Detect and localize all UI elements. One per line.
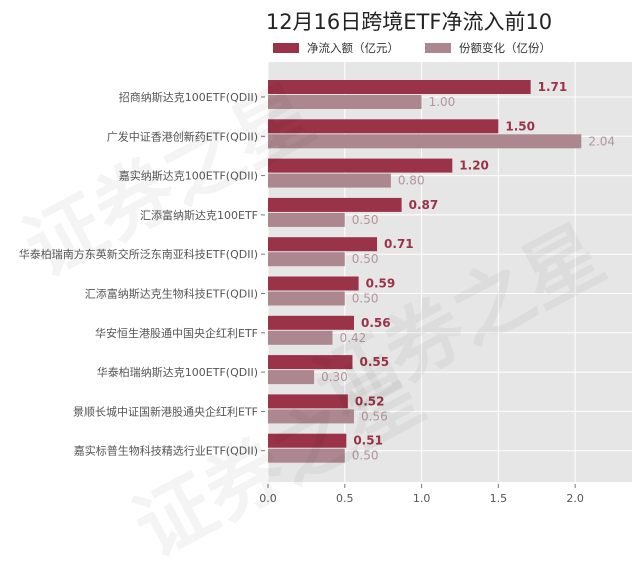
data-label: 0.87 xyxy=(409,198,439,212)
bar-share-change xyxy=(268,95,422,109)
x-tick-label: 1.5 xyxy=(490,492,508,505)
legend: 净流入额（亿元） 份额变化（亿份） xyxy=(273,41,551,55)
bar-net-inflow xyxy=(268,158,453,173)
data-label: 0.71 xyxy=(384,237,414,251)
bar-net-inflow xyxy=(268,119,499,134)
data-label: 0.50 xyxy=(352,449,379,463)
bar-net-inflow xyxy=(268,80,531,94)
x-tick-label: 2.0 xyxy=(566,492,584,505)
bar-net-inflow xyxy=(268,315,355,330)
chart-title: 12月16日跨境ETF净流入前10 xyxy=(266,10,552,34)
category-label: 广发中证香港创新药ETF(QDII) xyxy=(107,129,258,143)
bar-share-change xyxy=(268,173,391,188)
data-label: 1.20 xyxy=(459,159,489,173)
x-tick-label: 1.0 xyxy=(413,492,431,505)
category-label: 华泰柏瑞南方东英新交所泛东南亚科技ETF(QDII) xyxy=(19,247,258,261)
x-axis-ticks: 0.0 0.5 1.0 1.5 2.0 xyxy=(259,484,584,505)
category-label: 嘉实纳斯达克100ETF(QDII) xyxy=(119,169,258,183)
bar-net-inflow xyxy=(268,394,348,409)
bar-share-change xyxy=(268,212,345,227)
data-label: 1.50 xyxy=(505,119,535,133)
data-label: 0.52 xyxy=(355,394,385,408)
category-label: 华安恒生港股通中国央企红利ETF xyxy=(95,326,258,340)
x-tick-label: 0.5 xyxy=(336,492,354,505)
bar-share-change xyxy=(268,330,333,345)
category-label: 华泰柏瑞纳斯达克100ETF(QDII) xyxy=(97,365,258,379)
category-label: 招商纳斯达克100ETF(QDII) xyxy=(119,90,258,104)
data-label: 0.51 xyxy=(353,434,383,448)
bar-share-change xyxy=(268,252,345,267)
legend-label: 净流入额（亿元） xyxy=(307,41,399,55)
data-label: 0.59 xyxy=(366,277,396,291)
x-tick-label: 0.0 xyxy=(259,492,277,505)
bar-net-inflow xyxy=(268,237,378,252)
category-label: 汇添富纳斯达克100ETF xyxy=(140,208,258,222)
data-label: 1.71 xyxy=(538,80,568,94)
data-label: 1.00 xyxy=(429,95,456,109)
data-label: 0.55 xyxy=(359,355,389,369)
data-label: 0.50 xyxy=(352,213,379,227)
bar-share-change xyxy=(268,409,355,424)
data-label: 0.42 xyxy=(340,331,367,345)
data-label: 0.50 xyxy=(352,252,379,266)
bar-share-change xyxy=(268,448,345,463)
data-label: 2.04 xyxy=(588,134,615,148)
category-label: 汇添富纳斯达克生物科技ETF(QDII) xyxy=(85,287,258,301)
data-label: 0.50 xyxy=(352,292,379,306)
y-axis-labels: 招商纳斯达克100ETF(QDII) 广发中证香港创新药ETF(QDII) 嘉实纳斯… xyxy=(19,90,265,458)
bar-share-change xyxy=(268,370,315,385)
bar-net-inflow xyxy=(268,197,402,212)
data-label: 0.56 xyxy=(361,409,388,423)
category-label: 景顺长城中证国新港股通央企红利ETF xyxy=(73,404,258,418)
bar-net-inflow xyxy=(268,276,359,291)
category-label: 嘉实标普生物科技精选行业ETF(QDII) xyxy=(74,444,258,458)
bar-net-inflow xyxy=(268,355,353,370)
legend-label: 份额变化（亿份） xyxy=(459,41,551,55)
legend-swatch xyxy=(425,43,451,53)
data-label: 0.80 xyxy=(398,174,425,188)
bar-net-inflow xyxy=(268,433,347,448)
chart: 12月16日跨境ETF净流入前10 净流入额（亿元） 份额变化（亿份） 1.711… xyxy=(19,10,632,505)
bars: 1.71 1.00 1.50 2.04 1.20 0.80 0.87 0.50 0.71 0.50… xyxy=(268,80,615,463)
data-label: 0.56 xyxy=(361,316,391,330)
legend-swatch xyxy=(273,43,299,53)
bar-share-change xyxy=(268,134,582,149)
bar-share-change xyxy=(268,291,345,306)
data-label: 0.30 xyxy=(321,370,348,384)
